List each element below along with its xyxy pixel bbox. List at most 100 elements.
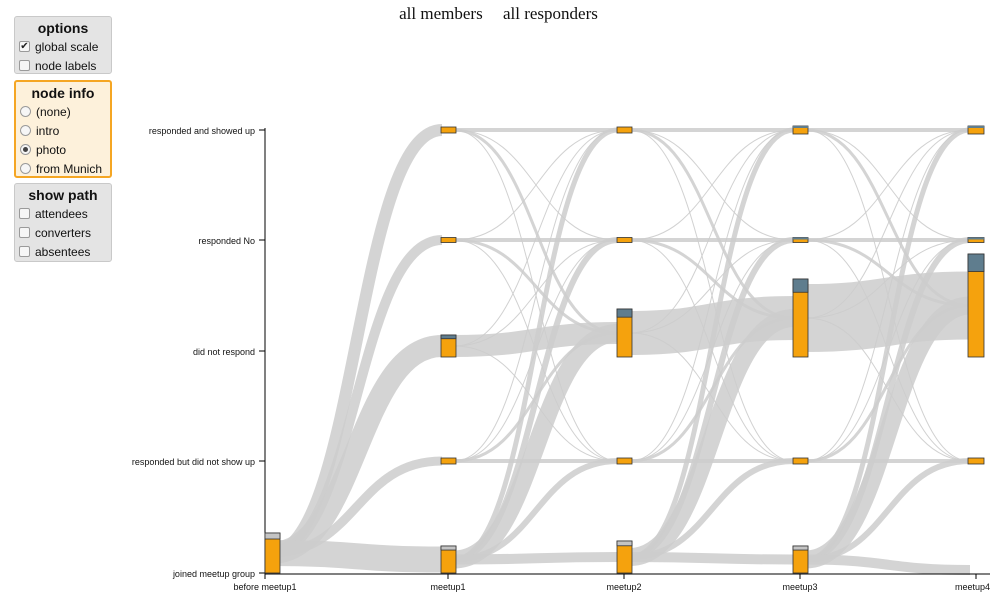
attendees-checkbox[interactable] — [19, 208, 30, 219]
sankey-node[interactable] — [616, 308, 633, 358]
options-title: options — [37, 20, 89, 36]
axis-layer: responded and showed up responded No did n… — [132, 126, 990, 592]
node-bar[interactable] — [792, 457, 809, 465]
none-radio[interactable] — [20, 106, 31, 117]
node-light-segment — [616, 540, 633, 547]
node-photo-segment — [792, 278, 809, 293]
sankey-node[interactable] — [792, 125, 809, 135]
sankey-node[interactable] — [967, 125, 985, 135]
top-nav: all members all responders — [0, 4, 997, 24]
node-light-segment — [264, 532, 281, 540]
flow-link — [270, 540, 443, 573]
node-info-option-photo[interactable]: photo — [20, 140, 110, 159]
x-tick-label: meetup4 — [955, 582, 990, 592]
y-tick-label: responded but did not show up — [132, 457, 255, 467]
intro-label: intro — [36, 123, 60, 138]
x-tick-label: meetup3 — [782, 582, 817, 592]
flow-link — [452, 324, 620, 569]
from-munich-radio[interactable] — [20, 163, 31, 174]
sankey-node[interactable] — [440, 457, 457, 465]
node-light-segment — [440, 545, 457, 551]
photo-radio[interactable] — [20, 144, 31, 155]
flow-link — [629, 129, 795, 241]
node-bar[interactable] — [440, 457, 457, 465]
node-light-segment — [792, 545, 809, 551]
sankey-node[interactable] — [967, 457, 985, 465]
node-info-option-none[interactable]: (none) — [20, 102, 110, 121]
x-tick-label: meetup1 — [430, 582, 465, 592]
none-label: (none) — [36, 104, 71, 119]
node-bar[interactable] — [616, 457, 633, 465]
node-labels-checkbox[interactable] — [19, 60, 30, 71]
sankey-node[interactable] — [440, 126, 457, 134]
sankey-node[interactable] — [264, 532, 281, 574]
attendees-option[interactable]: attendees — [19, 204, 111, 223]
sankey-node[interactable] — [616, 457, 633, 465]
sankey-node[interactable] — [792, 457, 809, 465]
sankey-node[interactable] — [616, 540, 633, 574]
sankey-node[interactable] — [792, 278, 809, 358]
absentees-checkbox[interactable] — [19, 246, 30, 257]
sankey-node[interactable] — [616, 126, 633, 134]
node-photo-segment — [440, 334, 457, 340]
converters-label: converters — [35, 225, 92, 240]
node-photo-segment — [793, 126, 808, 128]
all-members-link[interactable]: all members — [399, 4, 483, 23]
sankey-node[interactable] — [967, 237, 985, 243]
node-bar[interactable] — [967, 457, 985, 465]
node-bar[interactable] — [616, 237, 633, 243]
all-responders-link[interactable]: all responders — [502, 4, 598, 23]
node-photo-segment — [616, 308, 633, 318]
sankey-node[interactable] — [440, 334, 457, 358]
sankey-node[interactable] — [792, 545, 809, 574]
x-tick-label: meetup2 — [606, 582, 641, 592]
flow-link — [629, 128, 795, 320]
flow-link — [453, 128, 619, 335]
absentees-label: absentees — [35, 244, 91, 259]
flow-link — [805, 129, 971, 462]
from-munich-label: from Munich — [36, 161, 103, 176]
show-path-title: show path — [28, 187, 98, 203]
show-path-panel: show path attendees converters absentees — [14, 183, 112, 262]
y-tick-label: responded and showed up — [149, 126, 255, 136]
flow-link — [804, 296, 972, 569]
flow-link — [805, 129, 971, 241]
flow-link — [453, 129, 619, 241]
flow-link — [805, 554, 971, 575]
flow-link — [629, 129, 795, 462]
node-info-option-intro[interactable]: intro — [20, 121, 110, 140]
absentees-option[interactable]: absentees — [19, 242, 111, 261]
node-labels-option[interactable]: node labels — [19, 56, 111, 75]
node-photo-segment — [968, 126, 984, 128]
sankey-node[interactable] — [967, 253, 985, 358]
global-scale-checkbox[interactable]: ✔ — [19, 40, 30, 52]
sankey-node[interactable] — [792, 237, 809, 243]
flow-link — [628, 309, 796, 566]
node-photo-segment — [793, 237, 808, 240]
sankey-node[interactable] — [440, 237, 457, 243]
options-panel: options ✔ global scale node labels — [14, 16, 112, 74]
y-tick-label: joined meetup group — [172, 569, 255, 579]
sankey-node[interactable] — [440, 545, 457, 574]
intro-radio[interactable] — [20, 125, 31, 136]
sankey-node[interactable] — [616, 237, 633, 243]
y-tick-label: did not respond — [193, 347, 255, 357]
node-photo-segment — [967, 253, 985, 272]
attendees-label: attendees — [35, 206, 88, 221]
converters-checkbox[interactable] — [19, 227, 30, 238]
node-info-option-from-munich[interactable]: from Munich — [20, 159, 110, 178]
photo-label: photo — [36, 142, 67, 157]
flow-link — [629, 552, 795, 565]
node-bar[interactable] — [616, 126, 633, 134]
converters-option[interactable]: converters — [19, 223, 111, 242]
node-info-panel: node info (none) intro photo from Munich — [14, 80, 112, 178]
x-tick-label: before meetup1 — [233, 582, 296, 592]
node-bar[interactable] — [440, 237, 457, 243]
global-scale-option[interactable]: ✔ global scale — [19, 37, 111, 56]
node-labels-label: node labels — [35, 58, 97, 73]
node-layer — [264, 125, 985, 574]
y-tick-label: responded No — [198, 236, 255, 246]
global-scale-label: global scale — [35, 39, 99, 54]
node-bar[interactable] — [440, 126, 457, 134]
